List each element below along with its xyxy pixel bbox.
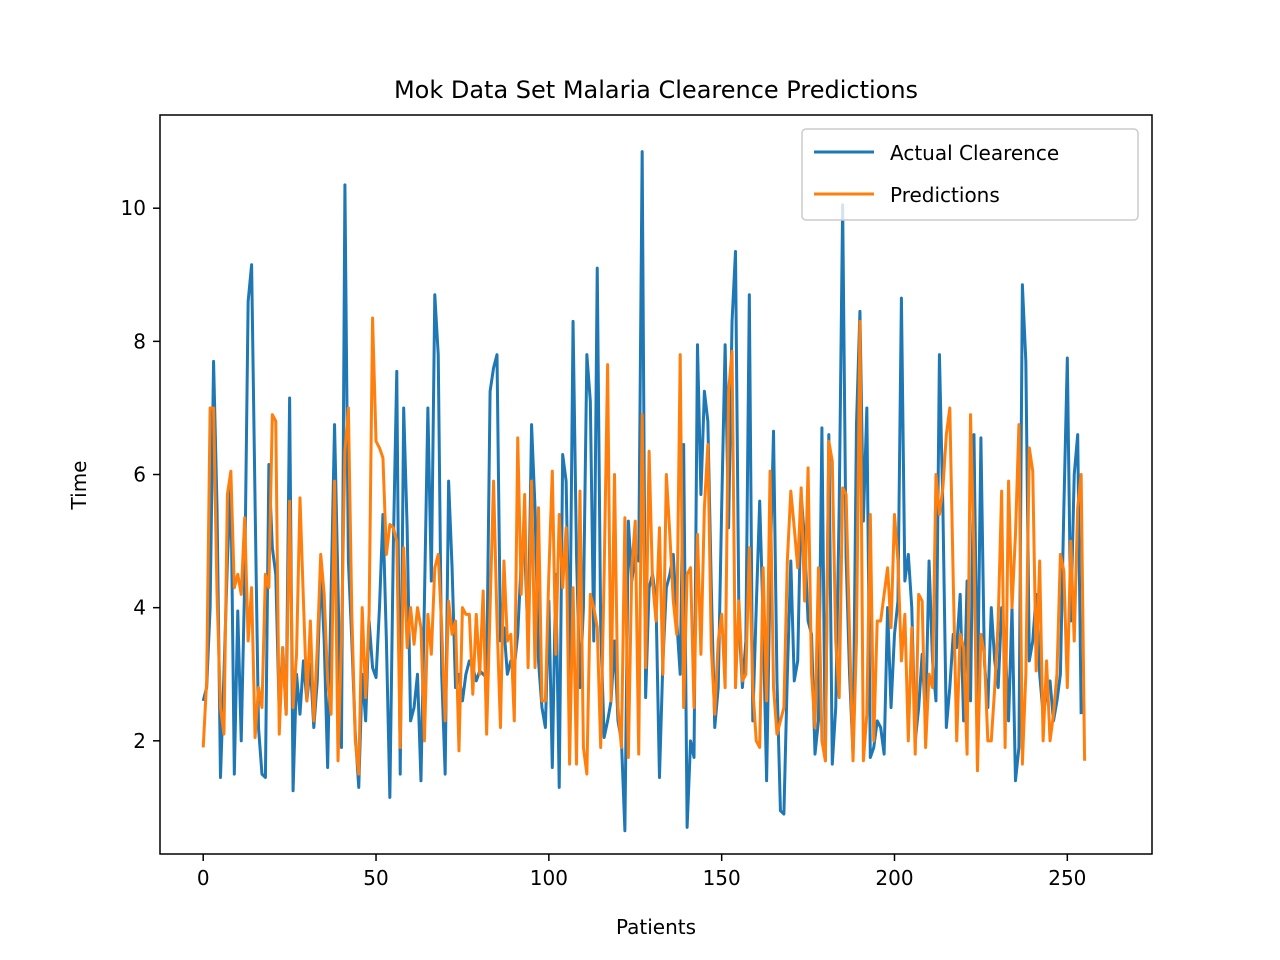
x-axis: 0 50 100 150 200 250 bbox=[197, 854, 1086, 890]
x-tick-label: 0 bbox=[197, 866, 210, 890]
legend-box bbox=[801, 128, 1139, 221]
x-tick-label: 150 bbox=[703, 866, 741, 890]
y-axis-label: Time bbox=[67, 461, 91, 511]
legend-label-predictions: Predictions bbox=[890, 183, 1000, 207]
y-tick-label: 2 bbox=[133, 729, 146, 753]
axes-frame bbox=[159, 114, 1153, 855]
x-tick-label: 200 bbox=[875, 866, 913, 890]
series-line-actual-clearence bbox=[201, 150, 1083, 833]
x-tick-label: 100 bbox=[530, 866, 568, 890]
plot-area bbox=[201, 150, 1087, 833]
legend-label-actual: Actual Clearence bbox=[890, 141, 1059, 165]
x-tick-label: 50 bbox=[363, 866, 388, 890]
y-tick-label: 8 bbox=[133, 329, 146, 353]
y-tick-label: 10 bbox=[121, 196, 146, 220]
x-tick-label: 250 bbox=[1048, 866, 1086, 890]
legend: Actual Clearence Predictions bbox=[801, 128, 1139, 221]
y-tick-label: 6 bbox=[133, 463, 146, 487]
y-tick-label: 4 bbox=[133, 596, 146, 620]
y-axis: 2 4 6 8 10 bbox=[121, 196, 160, 753]
chart-title: Mok Data Set Malaria Clearence Predictio… bbox=[394, 76, 918, 104]
series-line-predictions bbox=[201, 316, 1087, 776]
x-axis-label: Patients bbox=[616, 915, 696, 939]
